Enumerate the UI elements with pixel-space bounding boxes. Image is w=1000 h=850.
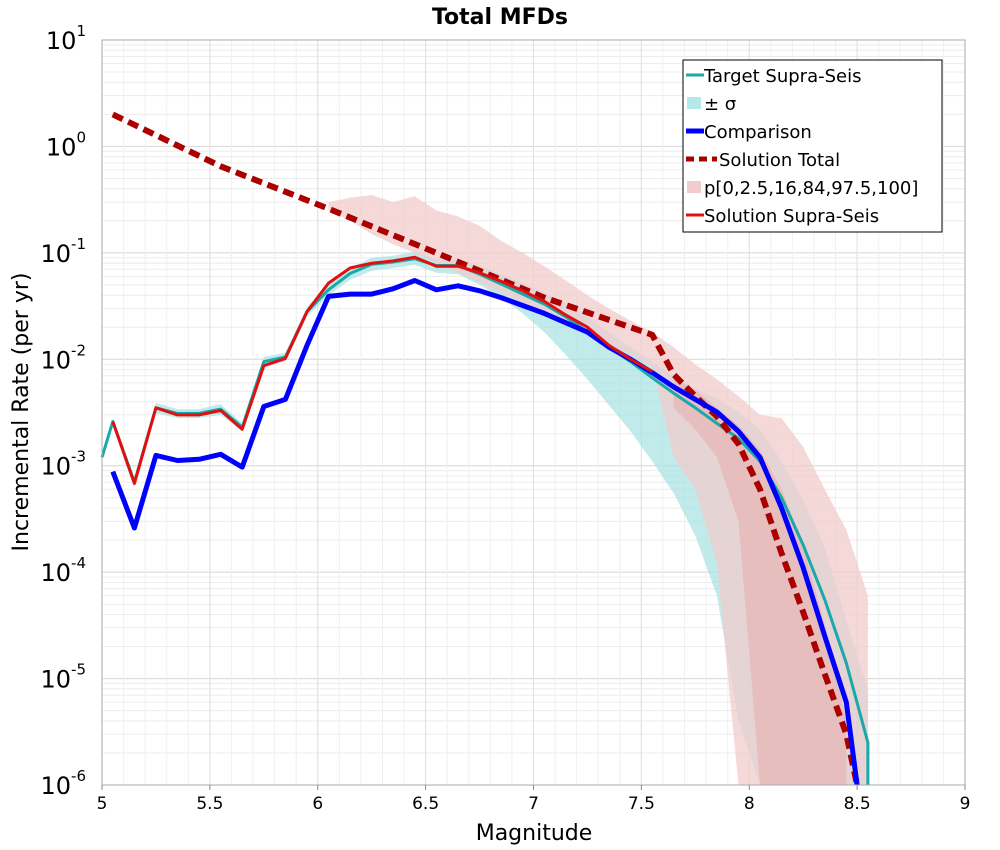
series-comparison — [110, 278, 860, 786]
y-tick-label: 10-3 — [40, 448, 86, 481]
x-axis-label: Magnitude — [476, 821, 593, 846]
x-axis-ticks: 5 5.5 6 6.5 7 7.5 8 8.5 9 — [97, 785, 971, 814]
legend-label: Solution Total — [719, 150, 840, 171]
y-tick-label: 10-5 — [40, 661, 86, 694]
series-solution-supra-seis — [111, 255, 653, 485]
legend-label: ± σ — [704, 94, 736, 115]
legend-label: p[0,2.5,16,84,97.5,100] — [704, 178, 918, 199]
legend-label: Solution Supra-Seis — [704, 206, 879, 227]
legend-box — [682, 59, 943, 233]
band-p-0-2-5-16-84-97-5-100-outer — [328, 195, 868, 785]
y-tick-label: 100 — [46, 128, 86, 161]
y-axis-label: Incremental Rate (per yr) — [9, 273, 34, 552]
x-tick-label: 8 — [744, 794, 755, 814]
x-tick-label: 6.5 — [412, 794, 439, 814]
y-tick-label: 10-1 — [40, 235, 86, 268]
legend-label: Comparison — [704, 122, 812, 143]
legend-swatch-- — [687, 97, 701, 109]
y-axis-ticks: 101 100 10-1 10-2 10-3 10-4 10-5 10-6 — [40, 22, 86, 800]
x-tick-label: 9 — [960, 794, 971, 814]
series-lines — [100, 111, 870, 786]
x-tick-label: 7 — [528, 794, 539, 814]
y-tick-label: 101 — [46, 22, 86, 55]
legend-swatch-p-0-2-5-16-84-97-5-100- — [687, 181, 701, 193]
legend: Target Supra-Seis ± σ Comparison Solution T… — [682, 59, 943, 233]
uncertainty-bands — [112, 195, 868, 785]
y-tick-label: 10-4 — [40, 554, 86, 587]
x-tick-label: 6 — [312, 794, 323, 814]
x-tick-label: 5.5 — [196, 794, 223, 814]
chart-title: Total MFDs — [432, 5, 568, 30]
x-tick-label: 8.5 — [844, 794, 871, 814]
legend-label: Target Supra-Seis — [703, 66, 861, 87]
x-tick-label: 5 — [97, 794, 108, 814]
y-tick-label: 10-6 — [40, 767, 86, 800]
x-tick-label: 7.5 — [628, 794, 655, 814]
band-p-0-2-5-16-84-97-5-100-inner — [673, 379, 847, 785]
y-tick-label: 10-2 — [40, 341, 86, 374]
